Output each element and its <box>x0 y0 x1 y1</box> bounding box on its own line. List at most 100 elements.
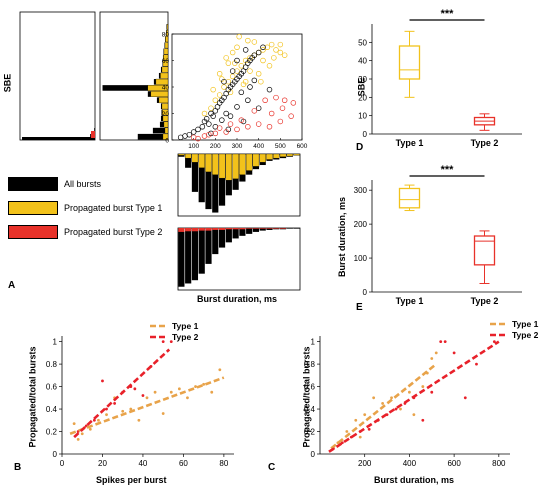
a-scatter-point <box>281 52 288 58</box>
a-sbe-hist-type1-bar <box>163 121 169 128</box>
a-scatter-point <box>266 123 273 130</box>
a-sbe-hist-type1-bar <box>162 133 169 140</box>
d-xtick-label: Type 2 <box>471 138 499 148</box>
a-sbe-hist-all-frame <box>19 11 96 141</box>
a-scatter-ytick-label: 40 <box>162 85 170 92</box>
c-xtick-label: 400 <box>403 459 417 468</box>
c-point <box>421 385 425 388</box>
a-scatter-point <box>288 113 294 119</box>
a-scatter-point <box>210 113 216 119</box>
c-point <box>345 430 349 433</box>
a-dur-hist-type2-bar <box>212 228 219 230</box>
b-point <box>210 390 214 394</box>
c-point <box>367 427 371 431</box>
a-sbe-hist-type1-bar <box>147 84 169 91</box>
a-dur-hist-type2-bar <box>273 228 280 229</box>
a-scatter-point <box>255 49 262 56</box>
b-point <box>202 382 206 386</box>
a-dur-hist-type1-bar <box>225 153 233 181</box>
a-scatter-point <box>229 49 236 56</box>
a-dur-hist-type2-all-bar <box>191 228 199 281</box>
a-scatter-point <box>216 70 223 77</box>
a-dur-hist-type1-bar <box>198 153 205 168</box>
c-point <box>430 390 434 394</box>
a-scatter-point <box>212 130 219 137</box>
a-sbe-hist-all-bar <box>22 137 96 140</box>
b-point <box>145 396 149 400</box>
a-sbe-hist-all-type2-bar <box>91 131 95 138</box>
e-ytick-label: 300 <box>354 186 368 195</box>
c-point <box>394 407 398 411</box>
c-point <box>434 351 438 355</box>
e-ytick-label: 100 <box>354 254 368 263</box>
panel-letter-a: A <box>8 280 16 291</box>
a-sbe-hist-type1-bar <box>164 127 169 134</box>
b-point <box>80 432 84 436</box>
a-dur-hist-type2-all-bar <box>286 228 293 229</box>
a-sbe-hist-type1-bar <box>150 91 169 97</box>
a-scatter-point <box>242 47 249 53</box>
b-xtick-label: 80 <box>219 459 228 468</box>
a-scatter-point <box>247 84 253 90</box>
a-sbe-hist-type1-all-bar <box>152 127 168 134</box>
d-ytick-label: 10 <box>358 112 367 121</box>
c-point <box>372 396 376 400</box>
d-ytick-label: 30 <box>358 75 367 84</box>
a-dur-hist-type1-bar <box>178 153 185 156</box>
b-xlabel: Spikes per burst <box>96 475 167 485</box>
a-scatter-point <box>277 49 284 56</box>
c-point <box>358 435 362 439</box>
a-scatter-point <box>236 33 242 40</box>
b-point <box>218 368 222 372</box>
b-point <box>113 402 117 405</box>
a-dur-hist-type2-all-bar <box>252 228 260 232</box>
d-ylabel: SBE <box>356 77 367 97</box>
c-ytick-label: 0.2 <box>304 428 316 437</box>
b-point <box>194 385 197 388</box>
c-point <box>475 362 478 366</box>
e-box <box>398 187 421 209</box>
a-scatter-point <box>201 110 208 117</box>
a-scatter-point <box>234 44 240 50</box>
b-xtick-label: 40 <box>138 459 147 468</box>
a-dur-hist-type2-bar <box>205 228 212 231</box>
a-scatter-point <box>195 126 201 133</box>
b-ytick-label: 0 <box>53 450 58 459</box>
a-scatter-point <box>258 78 264 85</box>
e-ylabel: Burst duration, ms <box>337 196 348 278</box>
a-scatter-point <box>290 100 297 106</box>
b-point <box>88 427 92 431</box>
a-scatter-point <box>229 68 236 74</box>
a-scatter-point <box>229 73 236 80</box>
b-point <box>161 412 165 415</box>
a-scatter-point <box>279 105 286 111</box>
c-point <box>408 390 411 394</box>
b-point <box>137 418 141 422</box>
c-ytick-label: 0.8 <box>304 360 316 369</box>
a-dur-hist-type1-all-bar <box>198 154 205 203</box>
a-dur-hist-type1-all-bar <box>205 154 212 210</box>
a-dur-hist-type1-bar <box>245 153 253 171</box>
a-sbe-hist-type1-bar <box>160 72 169 79</box>
b-legend-label: Type 2 <box>172 332 199 342</box>
legend-label: Propagated burst Type 2 <box>64 227 163 237</box>
a-scatter-ytick-label: 20 <box>162 111 170 118</box>
b-ylabel: Propagated/total bursts <box>27 346 38 448</box>
a-dur-hist-type2-all-bar <box>259 228 266 231</box>
a-scatter-xtick-label: 600 <box>297 143 308 150</box>
legend-swatch-all <box>8 177 58 191</box>
a-scatter-point <box>251 77 258 84</box>
b-point <box>76 437 80 441</box>
a-scatter-point <box>186 131 193 138</box>
a-sbe-hist-type1-bar <box>166 30 169 37</box>
e-significance-label: *** <box>441 164 455 176</box>
a-dur-hist-type1-bar <box>293 153 300 156</box>
a-dur-hist-type1-bar <box>212 153 219 175</box>
a-scatter-point <box>225 60 232 66</box>
b-fit-line <box>69 376 225 435</box>
a-sbe-hist-type1-all-bar <box>137 133 168 140</box>
a-scatter-point <box>225 78 232 85</box>
c-point <box>463 396 467 400</box>
a-scatter-point <box>262 97 268 103</box>
a-scatter-point <box>255 121 262 127</box>
